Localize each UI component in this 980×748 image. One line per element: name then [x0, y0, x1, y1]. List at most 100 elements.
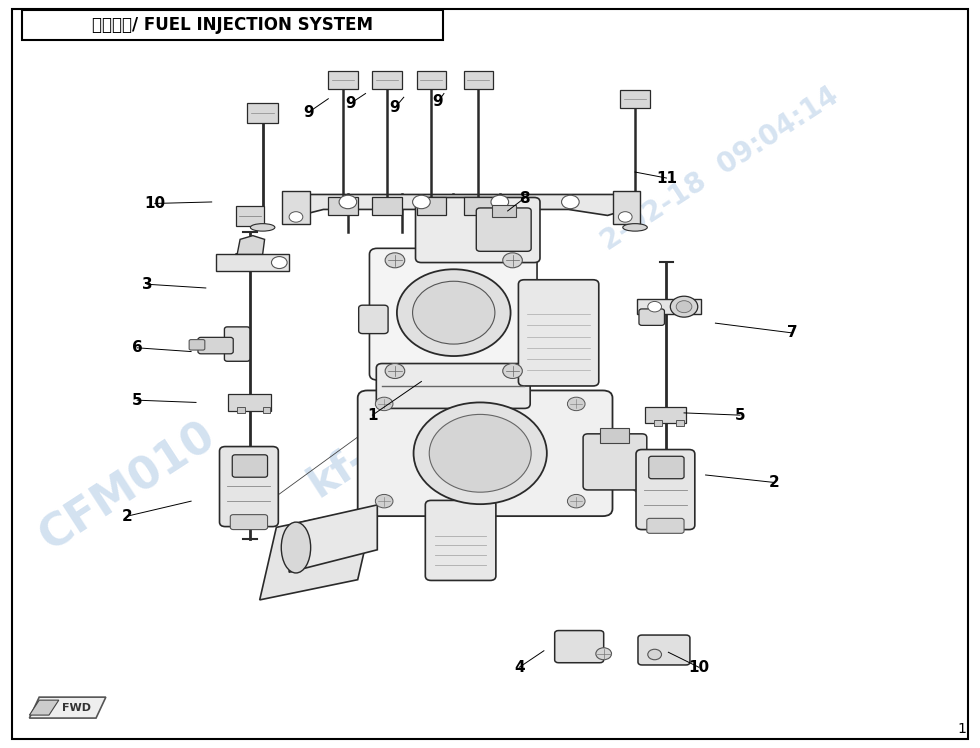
Circle shape — [596, 648, 612, 660]
Circle shape — [676, 301, 692, 313]
Circle shape — [385, 364, 405, 378]
FancyBboxPatch shape — [555, 631, 604, 663]
Polygon shape — [29, 697, 106, 718]
Text: 8: 8 — [519, 191, 529, 206]
Text: 11: 11 — [656, 171, 677, 186]
Circle shape — [503, 364, 522, 378]
Circle shape — [414, 402, 547, 504]
FancyBboxPatch shape — [464, 71, 493, 89]
FancyBboxPatch shape — [328, 197, 358, 215]
Circle shape — [670, 296, 698, 317]
Text: 6: 6 — [132, 340, 142, 355]
Circle shape — [375, 397, 393, 411]
Bar — [637, 299, 701, 314]
FancyBboxPatch shape — [636, 450, 695, 530]
FancyBboxPatch shape — [189, 340, 205, 350]
Circle shape — [385, 253, 405, 268]
Text: kf-sxd: kf-sxd — [301, 392, 444, 506]
Circle shape — [567, 397, 585, 411]
Text: 喷油系统/ FUEL INJECTION SYSTEM: 喷油系统/ FUEL INJECTION SYSTEM — [92, 16, 372, 34]
Text: 7: 7 — [787, 325, 797, 340]
FancyBboxPatch shape — [247, 103, 278, 123]
Circle shape — [562, 195, 579, 209]
FancyBboxPatch shape — [639, 309, 664, 325]
FancyBboxPatch shape — [638, 635, 690, 665]
Polygon shape — [260, 507, 374, 600]
Text: 2-02-18  09:04:14: 2-02-18 09:04:14 — [597, 81, 844, 256]
Circle shape — [397, 269, 511, 356]
Circle shape — [429, 414, 531, 492]
Text: 2: 2 — [122, 509, 132, 524]
FancyBboxPatch shape — [425, 500, 496, 580]
FancyBboxPatch shape — [620, 90, 650, 108]
Ellipse shape — [623, 224, 647, 231]
FancyBboxPatch shape — [476, 208, 531, 251]
Circle shape — [413, 195, 430, 209]
Circle shape — [271, 257, 287, 269]
Bar — [22, 10, 443, 40]
FancyBboxPatch shape — [647, 518, 684, 533]
Text: 10: 10 — [144, 196, 166, 211]
FancyBboxPatch shape — [220, 447, 278, 527]
FancyBboxPatch shape — [645, 407, 686, 423]
FancyBboxPatch shape — [376, 364, 530, 408]
FancyBboxPatch shape — [372, 197, 402, 215]
Bar — [282, 191, 310, 224]
FancyBboxPatch shape — [369, 248, 537, 380]
FancyBboxPatch shape — [518, 280, 599, 386]
FancyBboxPatch shape — [416, 197, 446, 215]
Circle shape — [491, 195, 509, 209]
FancyBboxPatch shape — [198, 337, 233, 354]
FancyBboxPatch shape — [236, 206, 264, 226]
Polygon shape — [29, 700, 59, 715]
Polygon shape — [289, 505, 377, 572]
FancyBboxPatch shape — [359, 305, 388, 334]
FancyBboxPatch shape — [649, 456, 684, 479]
Text: 9: 9 — [390, 100, 400, 115]
Circle shape — [339, 195, 357, 209]
FancyBboxPatch shape — [583, 434, 647, 490]
Circle shape — [618, 212, 632, 222]
Text: 5: 5 — [735, 408, 745, 423]
Bar — [237, 407, 245, 413]
Text: 2: 2 — [769, 475, 779, 490]
Text: 9: 9 — [433, 94, 443, 109]
FancyBboxPatch shape — [224, 327, 250, 361]
FancyBboxPatch shape — [372, 71, 402, 89]
Bar — [216, 254, 289, 271]
Bar — [676, 420, 684, 426]
FancyBboxPatch shape — [358, 390, 612, 516]
Circle shape — [413, 281, 495, 344]
Text: 1: 1 — [368, 408, 377, 423]
FancyBboxPatch shape — [464, 197, 493, 215]
Polygon shape — [235, 236, 265, 254]
FancyBboxPatch shape — [328, 71, 358, 89]
Text: 3: 3 — [142, 277, 152, 292]
FancyBboxPatch shape — [416, 197, 540, 263]
Bar — [612, 191, 640, 224]
Text: 9: 9 — [304, 105, 314, 120]
Bar — [263, 407, 270, 413]
Text: CFM010: CFM010 — [31, 414, 223, 559]
FancyBboxPatch shape — [416, 71, 446, 89]
Circle shape — [648, 649, 662, 660]
FancyBboxPatch shape — [230, 515, 268, 530]
FancyBboxPatch shape — [232, 455, 268, 477]
Circle shape — [648, 301, 662, 312]
Bar — [600, 428, 629, 443]
Text: 1: 1 — [957, 722, 966, 736]
Text: 9: 9 — [346, 96, 356, 111]
Bar — [492, 205, 516, 217]
Text: 5: 5 — [132, 393, 142, 408]
Circle shape — [567, 494, 585, 508]
Ellipse shape — [281, 522, 311, 573]
Circle shape — [289, 212, 303, 222]
Text: FWD: FWD — [62, 702, 91, 713]
Circle shape — [375, 494, 393, 508]
Text: 4: 4 — [514, 660, 524, 675]
Text: 10: 10 — [688, 660, 710, 675]
Bar — [654, 420, 662, 426]
Circle shape — [503, 253, 522, 268]
Ellipse shape — [251, 224, 274, 231]
Polygon shape — [294, 194, 627, 217]
